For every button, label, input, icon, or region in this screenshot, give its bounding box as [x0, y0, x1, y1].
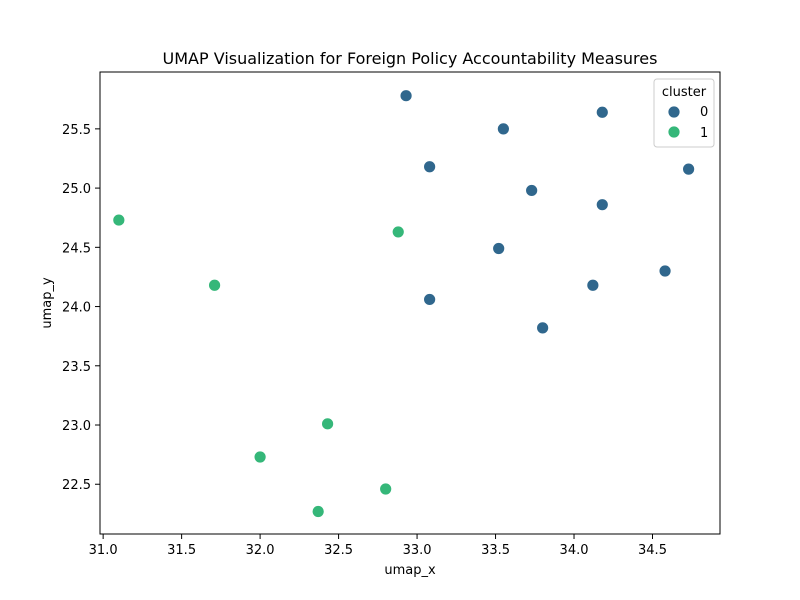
chart-title: UMAP Visualization for Foreign Policy Ac… [163, 49, 658, 68]
x-tick-label: 34.0 [560, 543, 589, 558]
x-tick-label: 31.5 [167, 543, 196, 558]
scatter-point-cluster-0 [536, 321, 550, 335]
scatter-point-cluster-1 [208, 278, 221, 292]
scatter-point-cluster-1 [311, 505, 325, 518]
x-tick-label: 34.5 [638, 543, 667, 558]
scatter-point-cluster-0 [492, 242, 506, 255]
legend-label-cluster-0: 0 [700, 105, 708, 120]
scatter-point-cluster-0 [399, 89, 413, 103]
legend-label-cluster-1: 1 [700, 126, 708, 141]
scatter-point-cluster-1 [321, 417, 334, 431]
y-tick-label: 24.5 [62, 241, 91, 256]
y-tick-label: 22.5 [62, 478, 91, 493]
plot-frame [99, 71, 721, 535]
x-axis-label: umap_x [384, 563, 436, 578]
y-tick-label: 25.0 [62, 182, 91, 197]
legend-title: cluster [662, 85, 707, 100]
legend-marker-cluster-1 [667, 125, 681, 139]
scatter-point-cluster-0 [595, 105, 609, 119]
scatter-point-cluster-0 [595, 198, 609, 212]
legend-marker-cluster-0 [667, 105, 681, 119]
x-tick-label: 32.5 [324, 543, 353, 558]
scatter-point-cluster-1 [379, 482, 393, 496]
scatter-point-cluster-0 [423, 160, 437, 174]
scatter-point-cluster-0 [496, 122, 510, 136]
x-tick-label: 32.0 [246, 543, 275, 558]
legend: cluster 0 1 [653, 78, 715, 148]
scatter-point-cluster-1 [391, 225, 405, 239]
scatter-point-cluster-0 [586, 278, 600, 292]
scatter-point-cluster-1 [112, 213, 126, 227]
y-tick-label: 23.0 [62, 419, 91, 434]
x-tick-label: 31.0 [89, 543, 118, 558]
x-tick-label: 33.5 [481, 543, 510, 558]
x-axis: 31.0 31.5 32.0 32.5 33.0 33.5 34.0 34.5 [89, 534, 667, 558]
points-layer [112, 89, 696, 518]
scatter-point-cluster-0 [682, 162, 696, 176]
scatter-point-cluster-1 [253, 450, 267, 464]
scatter-point-cluster-0 [525, 184, 539, 197]
y-tick-label: 25.5 [62, 123, 91, 138]
y-axis-label: umap_y [40, 277, 55, 329]
y-axis: 22.5 23.0 23.5 24.0 24.5 25.0 25.5 [62, 123, 100, 493]
scatter-point-cluster-0 [658, 264, 672, 278]
y-tick-label: 23.5 [62, 360, 91, 375]
scatter-point-cluster-0 [423, 293, 437, 306]
y-tick-label: 24.0 [62, 301, 91, 316]
x-tick-label: 33.0 [403, 543, 432, 558]
